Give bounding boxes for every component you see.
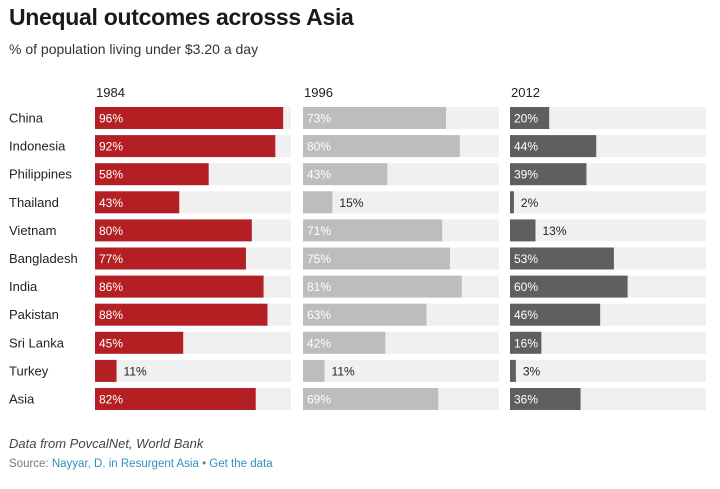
- bar-1996-vietnam: [303, 219, 443, 242]
- category-label-india: India: [9, 279, 38, 294]
- category-label-thailand: Thailand: [9, 195, 59, 210]
- value-label-1996-philippines: 43%: [307, 168, 331, 182]
- bar-2012-philippines: [510, 163, 587, 186]
- value-label-1996-pakistan: 63%: [307, 308, 331, 322]
- category-label-indonesia: Indonesia: [9, 139, 66, 154]
- value-label-1996-turkey: 11%: [332, 364, 355, 378]
- bar-1996-sri-lanka: [303, 331, 386, 354]
- track-1996-turkey: [303, 359, 499, 382]
- track-2012-sri-lanka: [510, 331, 706, 354]
- bar-1984-philippines: [95, 163, 209, 186]
- track-2012-turkey: [510, 359, 706, 382]
- track-1984-turkey: [95, 359, 291, 382]
- value-label-1996-vietnam: 71%: [307, 224, 331, 238]
- value-label-1996-china: 73%: [307, 112, 331, 126]
- value-label-1984-bangladesh: 77%: [99, 252, 123, 266]
- bar-2012-asia: [510, 388, 581, 410]
- value-label-1996-india: 81%: [307, 280, 331, 294]
- track-2012-vietnam: [510, 219, 706, 242]
- bar-1996-turkey: [303, 359, 325, 382]
- value-label-2012-philippines: 39%: [514, 168, 538, 182]
- value-label-2012-indonesia: 44%: [514, 140, 538, 154]
- value-label-1984-philippines: 58%: [99, 168, 123, 182]
- value-label-2012-india: 60%: [514, 280, 538, 294]
- value-label-1984-pakistan: 88%: [99, 308, 123, 322]
- source-line: Source: Nayyar, D. in Resurgent Asia • G…: [9, 458, 273, 470]
- value-label-1984-sri-lanka: 45%: [99, 336, 123, 350]
- category-label-turkey: Turkey: [9, 363, 49, 378]
- track-2012-thailand: [510, 191, 706, 214]
- panel-header-1984: 1984: [96, 85, 125, 100]
- bar-1996-indonesia: [303, 135, 460, 158]
- bar-1984-china: [95, 107, 284, 129]
- bar-1984-thailand: [95, 191, 180, 214]
- bar-2012-thailand: [510, 191, 514, 214]
- bar-1984-vietnam: [95, 219, 252, 242]
- bar-1984-turkey: [95, 359, 117, 382]
- data-note: Data from PovcalNet, World Bank: [9, 436, 204, 451]
- bar-1996-asia: [303, 388, 439, 410]
- bar-2012-sri-lanka: [510, 331, 542, 354]
- bar-1996-china: [303, 107, 447, 129]
- value-label-1984-vietnam: 80%: [99, 224, 123, 238]
- value-label-1984-asia: 82%: [99, 393, 123, 407]
- panel-header-1996: 1996: [304, 85, 333, 100]
- value-label-2012-bangladesh: 53%: [514, 252, 538, 266]
- category-label-bangladesh: Bangladesh: [9, 251, 78, 266]
- track-2012-china: [510, 107, 706, 129]
- bar-chart: China Indonesia Philippines Thailand Vietnam…: [9, 85, 706, 410]
- value-label-1984-thailand: 43%: [99, 196, 123, 210]
- bar-2012-china: [510, 107, 550, 129]
- source-label: Source:: [9, 458, 49, 470]
- value-label-1996-sri-lanka: 42%: [307, 336, 331, 350]
- panel-header-2012: 2012: [511, 85, 540, 100]
- chart-title: Unequal outcomes acrosss Asia: [9, 4, 354, 30]
- bar-2012-vietnam: [510, 219, 536, 242]
- value-label-1996-bangladesh: 75%: [307, 252, 331, 266]
- value-label-1984-china: 96%: [99, 112, 123, 126]
- track-1996-thailand: [303, 191, 499, 214]
- value-label-2012-thailand: 2%: [521, 196, 539, 210]
- value-label-2012-turkey: 3%: [523, 364, 541, 378]
- bar-1996-pakistan: [303, 303, 427, 326]
- bar-2012-pakistan: [510, 303, 601, 326]
- value-label-1984-india: 86%: [99, 280, 123, 294]
- chart-subtitle: % of population living under $3.20 a day: [9, 41, 259, 57]
- bar-1984-indonesia: [95, 135, 276, 158]
- source-separator: •: [202, 458, 207, 470]
- bar-1996-india: [303, 275, 462, 298]
- bar-1996-thailand: [303, 191, 333, 214]
- bar-2012-bangladesh: [510, 247, 614, 270]
- value-label-1996-thailand: 15%: [339, 196, 363, 210]
- value-label-2012-pakistan: 46%: [514, 308, 538, 322]
- value-label-2012-sri-lanka: 16%: [514, 336, 538, 350]
- category-label-philippines: Philippines: [9, 167, 72, 182]
- value-label-2012-vietnam: 13%: [542, 224, 566, 238]
- bar-1996-philippines: [303, 163, 388, 186]
- bar-2012-turkey: [510, 359, 516, 382]
- get-data-link[interactable]: Get the data: [209, 458, 273, 470]
- category-label-asia: Asia: [9, 392, 35, 407]
- bar-1984-india: [95, 275, 264, 298]
- bar-1984-bangladesh: [95, 247, 246, 270]
- bar-1984-sri-lanka: [95, 331, 184, 354]
- value-label-2012-asia: 36%: [514, 393, 538, 407]
- value-label-2012-china: 20%: [514, 112, 538, 126]
- value-label-1996-asia: 69%: [307, 393, 331, 407]
- category-label-china: China: [9, 111, 44, 126]
- bar-2012-indonesia: [510, 135, 597, 158]
- category-label-pakistan: Pakistan: [9, 307, 59, 322]
- source-link[interactable]: Nayyar, D. in Resurgent Asia: [51, 458, 199, 470]
- value-label-1984-indonesia: 92%: [99, 140, 123, 154]
- bar-1984-pakistan: [95, 303, 268, 326]
- bar-2012-india: [510, 275, 628, 298]
- bar-1984-asia: [95, 388, 256, 410]
- category-label-vietnam: Vietnam: [9, 223, 56, 238]
- category-label-sri-lanka: Sri Lanka: [9, 335, 65, 350]
- bar-1996-bangladesh: [303, 247, 450, 270]
- value-label-1996-indonesia: 80%: [307, 140, 331, 154]
- value-label-1984-turkey: 11%: [124, 364, 147, 378]
